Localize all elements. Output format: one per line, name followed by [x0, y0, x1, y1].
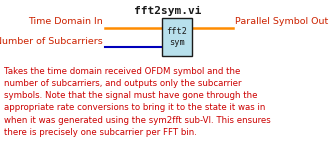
- Text: Parallel Symbol Out: Parallel Symbol Out: [235, 18, 328, 27]
- Text: Takes the time domain received OFDM symbol and the
number of subcarriers, and ou: Takes the time domain received OFDM symb…: [4, 67, 271, 137]
- Text: fft2
sym: fft2 sym: [166, 27, 188, 47]
- Text: fft2sym.vi: fft2sym.vi: [134, 6, 201, 16]
- Text: Time Domain In: Time Domain In: [28, 18, 103, 27]
- Text: Number of Subcarriers: Number of Subcarriers: [0, 37, 103, 45]
- Bar: [162, 18, 192, 56]
